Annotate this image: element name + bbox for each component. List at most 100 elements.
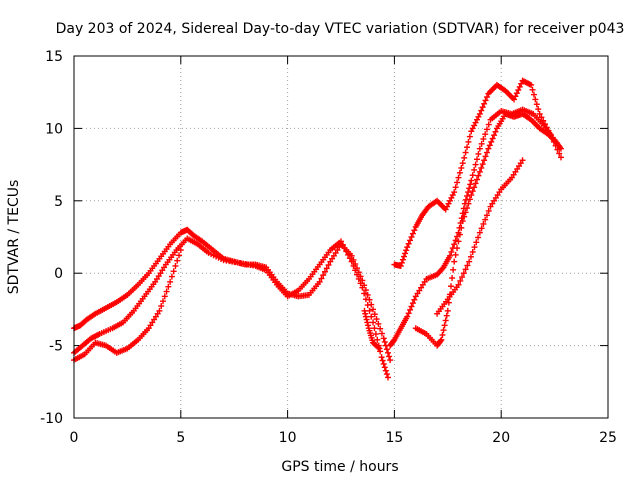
data-point bbox=[530, 91, 537, 98]
data-point bbox=[476, 168, 483, 175]
chart-title: Day 203 of 2024, Sidereal Day-to-day VTE… bbox=[56, 21, 625, 37]
y-tick-label: 0 bbox=[54, 266, 63, 282]
data-point bbox=[455, 174, 462, 181]
data-point bbox=[408, 234, 415, 240]
series-track-5 bbox=[391, 77, 565, 269]
data-point bbox=[365, 322, 372, 329]
data-point bbox=[481, 100, 488, 107]
data-point bbox=[357, 280, 364, 287]
data-point bbox=[364, 291, 371, 298]
data-point bbox=[354, 271, 361, 278]
data-point bbox=[468, 192, 475, 199]
data-point bbox=[398, 259, 405, 266]
data-point bbox=[478, 164, 485, 171]
y-tick-label: 10 bbox=[45, 121, 63, 137]
data-point bbox=[362, 313, 369, 320]
y-tick-label: 15 bbox=[45, 49, 63, 65]
data-point bbox=[323, 265, 330, 272]
data-point bbox=[483, 212, 490, 219]
data-point bbox=[446, 252, 453, 259]
data-point bbox=[348, 258, 355, 265]
data-point bbox=[444, 307, 451, 314]
data-point bbox=[478, 225, 485, 232]
data-point bbox=[464, 144, 471, 151]
data-point bbox=[345, 251, 352, 258]
data-point bbox=[167, 278, 174, 285]
data-point bbox=[156, 307, 163, 314]
data-point bbox=[379, 357, 386, 364]
data-point bbox=[352, 267, 359, 274]
data-point bbox=[461, 154, 468, 161]
data-point bbox=[467, 181, 474, 188]
data-point bbox=[529, 86, 536, 93]
data-point bbox=[460, 270, 467, 277]
data-point bbox=[472, 161, 479, 168]
x-tick-label: 15 bbox=[385, 430, 403, 446]
data-point bbox=[402, 250, 409, 257]
data-point bbox=[478, 107, 485, 114]
data-point bbox=[462, 266, 469, 273]
data-point bbox=[441, 322, 448, 329]
series-track-2 bbox=[71, 235, 391, 381]
data-point bbox=[556, 150, 563, 157]
data-point bbox=[380, 335, 387, 342]
data-point bbox=[438, 336, 445, 343]
data-point bbox=[536, 110, 543, 117]
data-point bbox=[321, 268, 328, 275]
data-point bbox=[451, 241, 458, 248]
data-point bbox=[475, 172, 482, 179]
data-point bbox=[489, 135, 496, 142]
data-point bbox=[491, 132, 498, 139]
data-point bbox=[452, 237, 459, 244]
data-point bbox=[471, 166, 478, 173]
data-point bbox=[364, 302, 371, 309]
data-point bbox=[459, 160, 466, 167]
data-point bbox=[381, 338, 388, 345]
data-point bbox=[541, 121, 548, 128]
data-point bbox=[384, 349, 391, 356]
data-point bbox=[163, 288, 170, 295]
data-point bbox=[343, 248, 350, 255]
data-point bbox=[452, 251, 459, 258]
data-point bbox=[405, 240, 412, 247]
y-axis-ticks: -10 -5 0 5 10 15 bbox=[40, 49, 608, 427]
data-point bbox=[439, 331, 446, 338]
data-point bbox=[362, 310, 369, 317]
data-point bbox=[361, 290, 368, 297]
data-point bbox=[473, 239, 480, 246]
data-point bbox=[471, 244, 478, 251]
data-point bbox=[383, 346, 390, 353]
data-point bbox=[449, 275, 456, 282]
data-point bbox=[346, 255, 353, 262]
data-point bbox=[466, 258, 473, 265]
data-point bbox=[386, 353, 393, 360]
data-point bbox=[455, 281, 462, 288]
data-point bbox=[515, 87, 522, 94]
data-point bbox=[370, 306, 377, 313]
data-point bbox=[320, 272, 327, 279]
data-point bbox=[160, 298, 166, 305]
data-point bbox=[483, 94, 490, 101]
data-point bbox=[483, 149, 490, 156]
data-point bbox=[464, 205, 471, 212]
data-point bbox=[464, 262, 471, 269]
data-point bbox=[476, 145, 483, 152]
data-point bbox=[403, 247, 410, 254]
data-point bbox=[399, 256, 406, 263]
data-point bbox=[462, 149, 469, 156]
data-point bbox=[516, 83, 523, 90]
data-point bbox=[437, 337, 444, 344]
data-point bbox=[378, 330, 385, 337]
data-point bbox=[170, 268, 177, 275]
data-point bbox=[492, 128, 499, 135]
data-point bbox=[468, 177, 475, 184]
data-point bbox=[459, 218, 466, 225]
data-point bbox=[532, 96, 539, 103]
data-point bbox=[482, 131, 489, 138]
data-point bbox=[480, 136, 487, 143]
x-axis-label: GPS time / hours bbox=[281, 459, 398, 475]
data-point bbox=[512, 93, 519, 100]
data-point bbox=[378, 354, 385, 361]
data-point bbox=[405, 310, 412, 317]
